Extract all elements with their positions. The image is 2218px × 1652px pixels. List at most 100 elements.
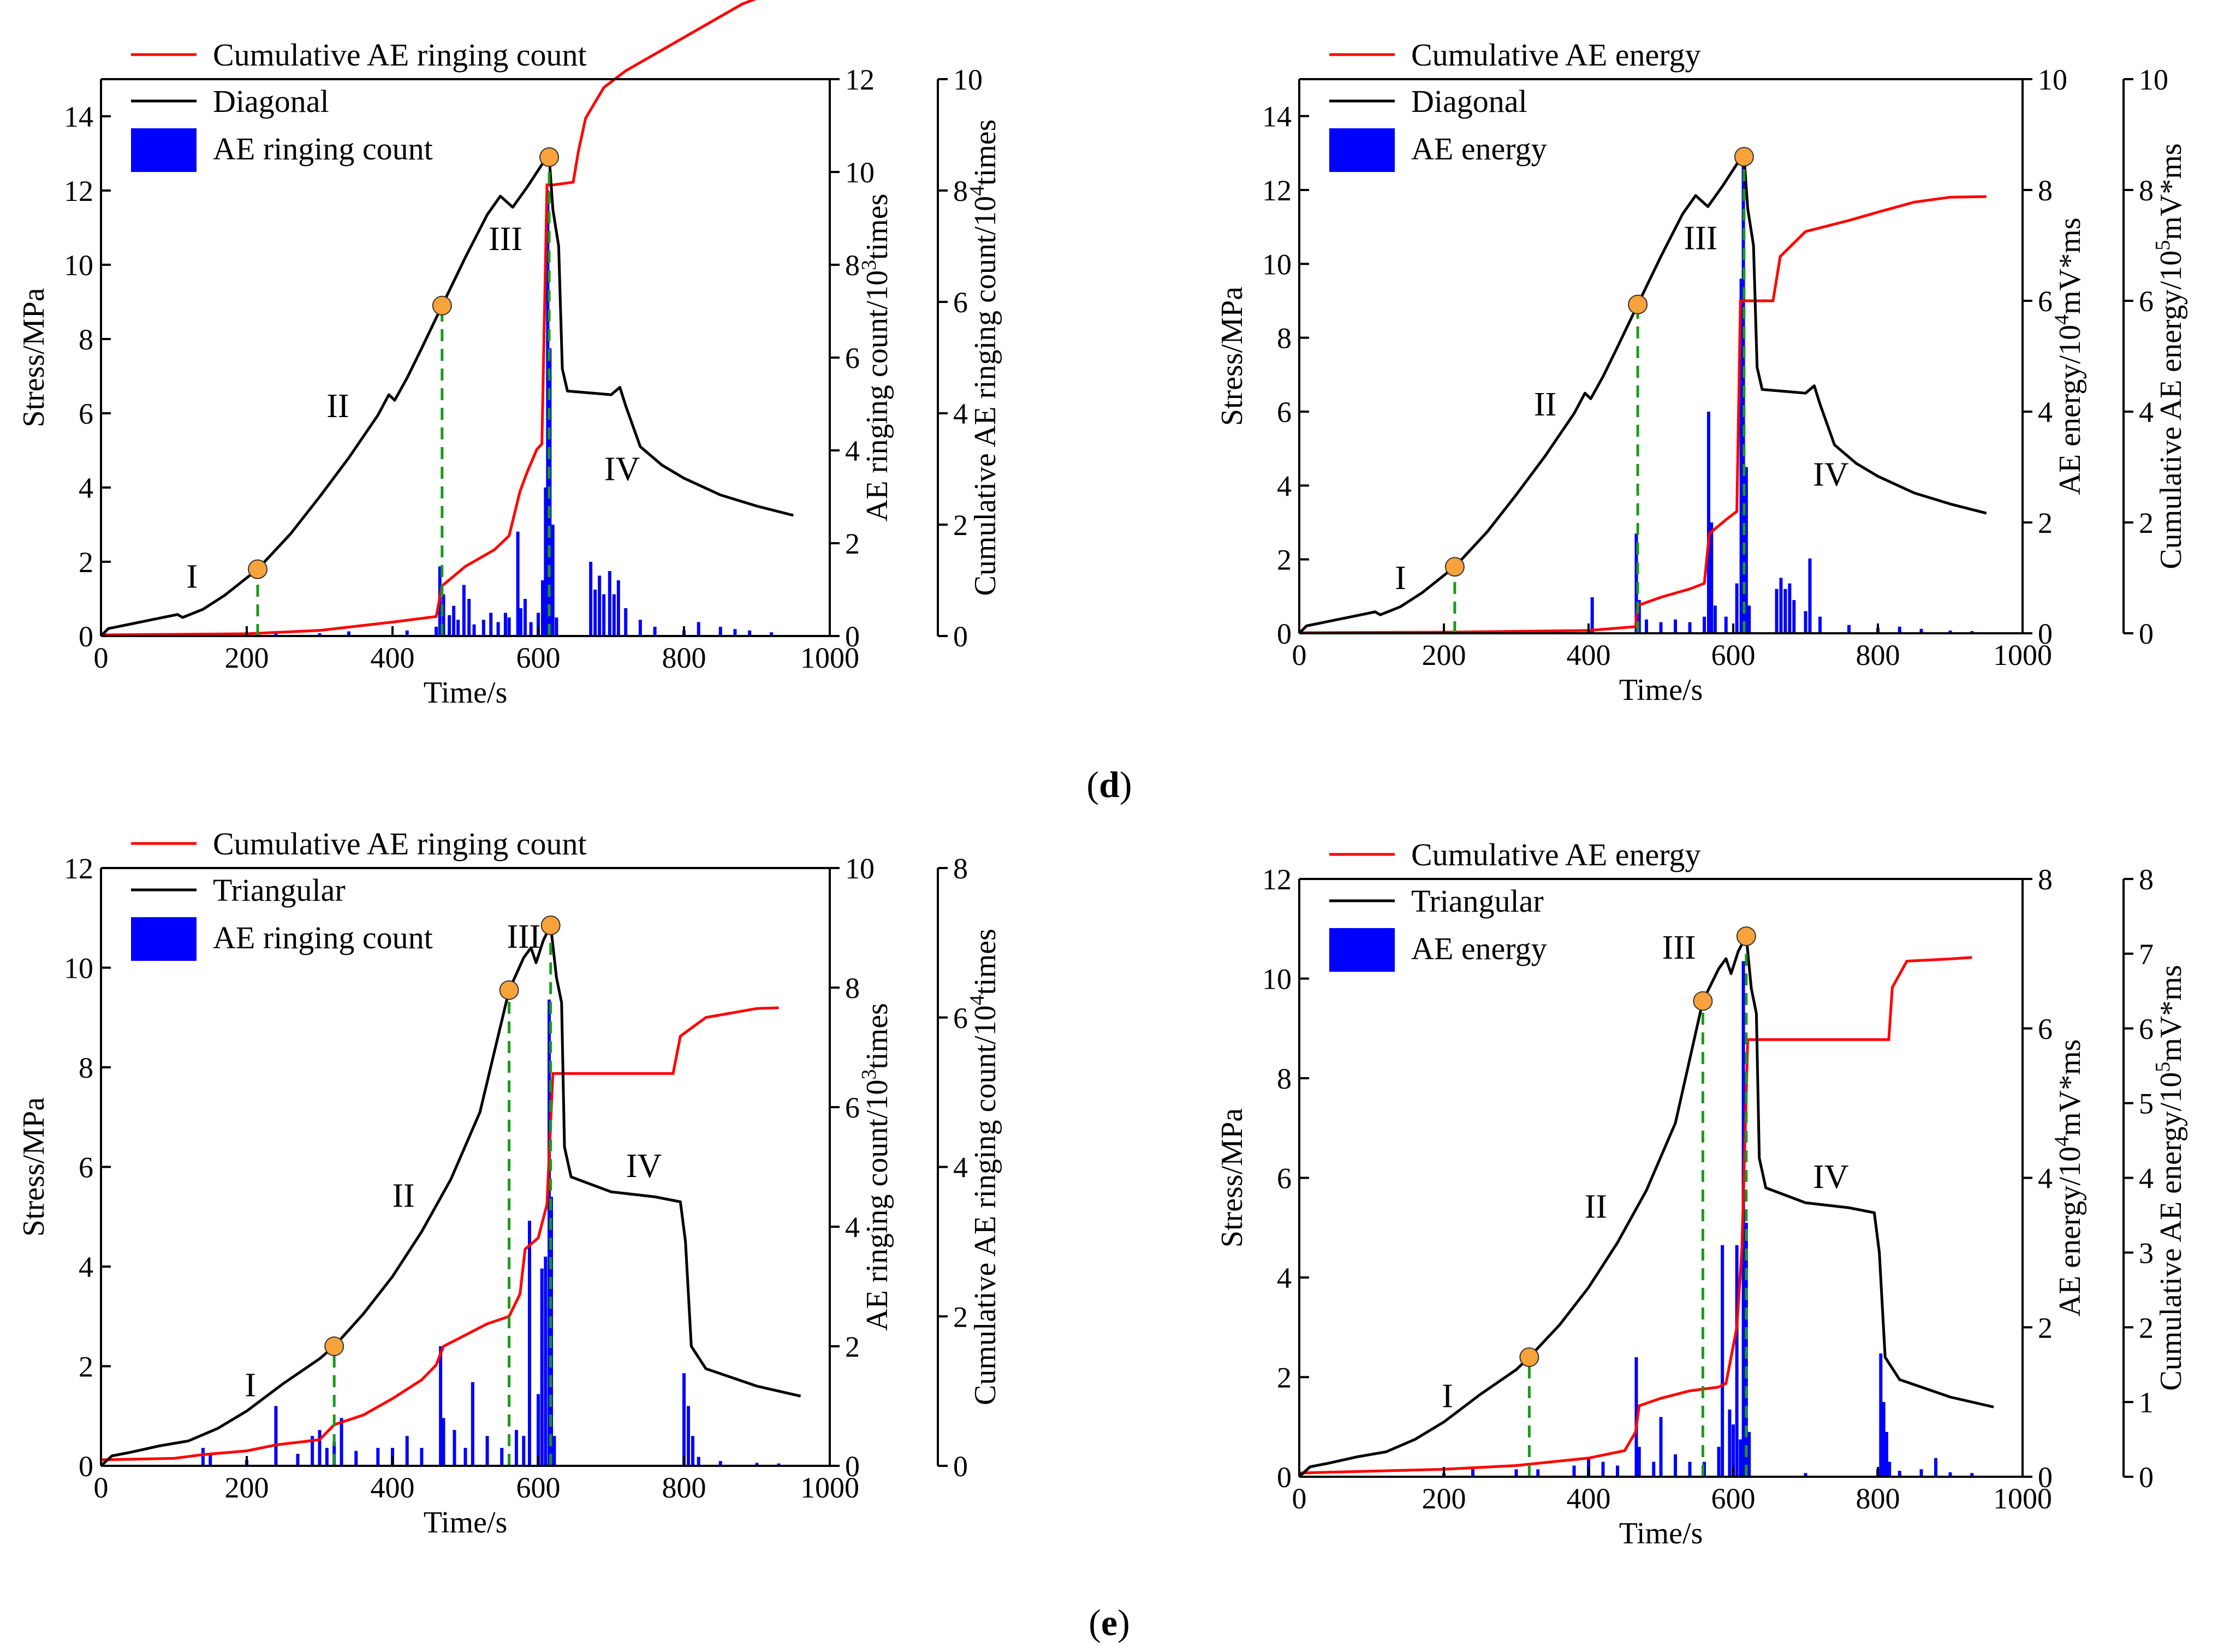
- stage-label: III: [507, 918, 540, 955]
- ae-bar: [340, 1418, 343, 1466]
- ae-bars: [1442, 162, 1974, 633]
- ae-bar: [522, 1436, 526, 1466]
- y-axis-title: Stress/MPa: [17, 1097, 51, 1237]
- x-tick-label: 800: [662, 1471, 706, 1504]
- ae-bar: [514, 1430, 518, 1466]
- ae-bar: [485, 1436, 489, 1466]
- y3-axis-title-exponent: 4: [966, 186, 989, 196]
- panel-label-e: (e): [1089, 1602, 1130, 1643]
- y2-tick-label: 8: [845, 972, 860, 1005]
- x-axis-title: Time/s: [424, 676, 508, 710]
- stage-label: I: [187, 558, 198, 596]
- stress-line: [1298, 935, 1994, 1478]
- y2-tick-label: 4: [845, 435, 860, 467]
- y-tick-label: 10: [1262, 963, 1292, 996]
- stress-line: [100, 156, 794, 637]
- ae-bar: [456, 620, 460, 636]
- x-tick-label: 0: [94, 1471, 109, 1504]
- stage-label: IV: [1813, 1158, 1849, 1196]
- ae-bar: [420, 1448, 424, 1466]
- y2-tick-label: 2: [2038, 1311, 2053, 1344]
- y2-axis-title-unit: mV*ms: [2053, 1039, 2087, 1136]
- chart-panel-d-energy: 0 200 400 600 800 1000Time/s02468101214Stress…: [1215, 37, 2188, 707]
- ae-bar: [718, 1461, 722, 1466]
- ae-bar: [462, 585, 466, 636]
- legend-swatch-bars: [131, 128, 197, 172]
- ae-bar: [540, 1268, 544, 1466]
- legend-label-bars: AE energy: [1411, 931, 1547, 966]
- stage-label: IV: [626, 1148, 662, 1185]
- ae-bar: [496, 622, 500, 636]
- x-tick-label: 1000: [800, 641, 859, 674]
- stage-label: II: [392, 1178, 414, 1215]
- x-tick-label: 600: [516, 641, 561, 674]
- feature-point: [1519, 1347, 1539, 1367]
- ae-bar: [201, 1448, 205, 1466]
- y3-tick-label: 6: [2139, 285, 2154, 318]
- feature-point: [324, 1336, 344, 1356]
- stage-label: II: [326, 388, 349, 425]
- y-tick-label: 8: [79, 1051, 93, 1084]
- ae-bar: [1674, 1454, 1677, 1477]
- y3-axis-title-text: Cumulative AE ringing count/10: [968, 196, 1002, 596]
- panel-label-e-close: ): [1117, 1602, 1130, 1643]
- ae-bar: [682, 1373, 686, 1466]
- ae-bar: [1735, 1245, 1739, 1477]
- ae-bar: [1804, 611, 1807, 633]
- y2-axis-title-text: AE energy/10: [2053, 325, 2087, 495]
- ae-bar: [697, 1457, 700, 1466]
- y3-axis-title-text: Cumulative AE ringing count/10: [968, 1005, 1002, 1405]
- y2-tick-label: 6: [2038, 285, 2053, 318]
- legend: Cumulative AE ringing count Triangular AE …: [131, 826, 587, 961]
- y-tick-label: 8: [79, 323, 93, 356]
- ae-bar: [296, 1454, 300, 1466]
- y3-tick-label: 10: [2139, 63, 2168, 96]
- y-tick-label: 12: [64, 175, 93, 207]
- ae-bar: [318, 1430, 322, 1466]
- y3-tick-label: 6: [953, 1002, 968, 1035]
- x-tick-label: 600: [1711, 1482, 1756, 1515]
- ae-bar: [1590, 597, 1594, 633]
- y2-tick-label: 10: [845, 852, 875, 885]
- feature-point: [539, 147, 560, 167]
- ae-bar: [1775, 589, 1779, 633]
- ae-bar: [354, 1451, 358, 1466]
- y2-tick-label: 12: [845, 63, 875, 96]
- ae-bar: [448, 615, 451, 636]
- ae-bar: [503, 613, 507, 636]
- y-tick-label: 6: [1277, 1162, 1292, 1195]
- y3-tick-label: 4: [2139, 396, 2154, 429]
- y3-tick-label: 0: [953, 1450, 968, 1483]
- ae-bar: [1688, 1461, 1692, 1477]
- ae-bar: [1536, 1469, 1540, 1477]
- stress-line: [1298, 155, 1987, 634]
- ae-bar: [733, 629, 737, 636]
- ae-bar: [718, 627, 722, 636]
- ae-bar: [1659, 1417, 1663, 1477]
- y3-axis-title-text: Cumulative AE energy/10: [2154, 251, 2188, 569]
- ae-bar: [325, 1448, 329, 1466]
- ae-bar: [1808, 558, 1812, 633]
- y-tick-label: 6: [79, 1151, 93, 1184]
- stage-label: III: [489, 221, 522, 258]
- ae-bar: [589, 562, 593, 636]
- y3-tick-label: 6: [953, 286, 968, 319]
- y2-tick-label: 10: [2038, 63, 2067, 96]
- legend-label-stress: Diagonal: [213, 84, 329, 119]
- y2-tick-label: 10: [845, 156, 875, 189]
- x-tick-label: 1000: [1993, 1482, 2052, 1515]
- ae-bar: [1804, 1473, 1807, 1477]
- ae-bar: [318, 633, 322, 636]
- ae-bar: [376, 1448, 380, 1466]
- ae-bar: [442, 1418, 445, 1466]
- ae-bar: [1970, 631, 1974, 633]
- y3-axis-title-unit: mV*ms: [2154, 965, 2188, 1061]
- x-tick-label: 400: [1567, 639, 1611, 672]
- legend-label-stress: Triangular: [1411, 883, 1544, 919]
- y3-axis-title-exponent: 5: [2151, 1062, 2174, 1072]
- ae-bar: [1934, 1458, 1937, 1477]
- stress-line: [100, 924, 801, 1467]
- stage-label: III: [1662, 929, 1696, 966]
- y2-axis-title-exponent: 3: [858, 260, 881, 270]
- ae-bar: [1572, 1465, 1576, 1477]
